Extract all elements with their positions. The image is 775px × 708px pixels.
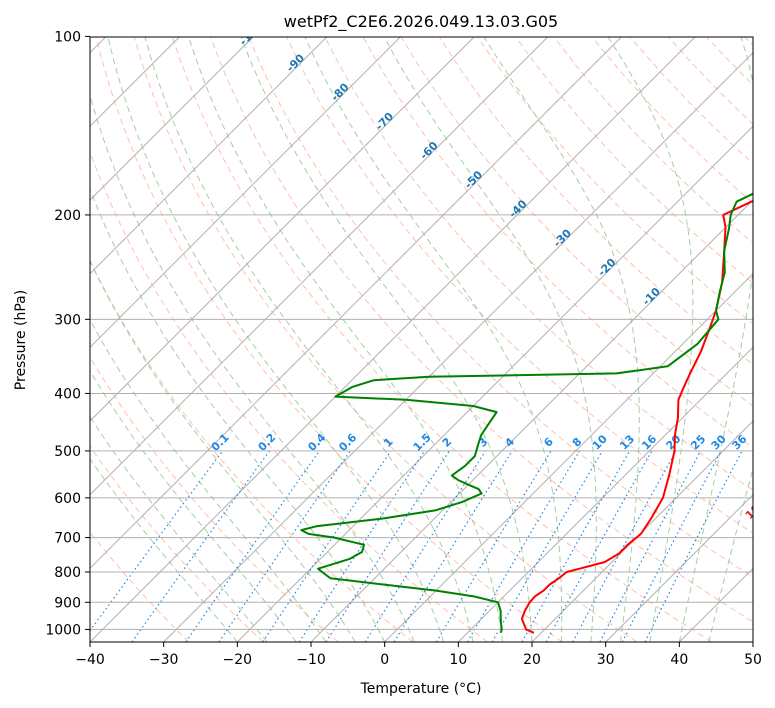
moist-adiabat bbox=[678, 37, 753, 642]
moist-adiabat bbox=[90, 318, 327, 642]
x-tick-label: −20 bbox=[223, 652, 253, 668]
dry-adiabat bbox=[90, 445, 264, 642]
mixing-ratio-line bbox=[572, 450, 677, 642]
moist-adiabat bbox=[107, 37, 445, 642]
y-tick-label: 200 bbox=[54, 208, 81, 224]
y-tick-label: 1000 bbox=[45, 622, 81, 638]
adiabat-label: 0 bbox=[750, 456, 765, 471]
x-axis-ticks: −40 −30 −20 −10 0 10 20 30 40 50 bbox=[75, 642, 762, 668]
x-tick-label: −40 bbox=[75, 652, 105, 668]
isotherm-line bbox=[163, 51, 753, 642]
moist-adiabat bbox=[240, 37, 533, 642]
dry-adiabat bbox=[248, 37, 753, 578]
pressure-gridlines bbox=[90, 214, 753, 630]
mixing-ratio-line bbox=[466, 450, 581, 642]
y-tick-label: 100 bbox=[54, 29, 81, 45]
dry-adiabat bbox=[171, 37, 712, 642]
mixing-ratio-line bbox=[185, 450, 320, 642]
mixing-ratio-line bbox=[262, 450, 392, 642]
moist-adiabat bbox=[90, 188, 386, 642]
moist-adiabat bbox=[483, 37, 640, 642]
x-axis-label: Temperature (°C) bbox=[360, 681, 482, 697]
x-tick-label: 40 bbox=[670, 652, 688, 668]
mixing-ratio-line bbox=[599, 450, 702, 642]
y-axis-ticks: 1000 900 800 700 600 500 400 300 200 100 bbox=[45, 29, 90, 638]
x-tick-label: 30 bbox=[597, 652, 615, 668]
y-tick-label: 500 bbox=[54, 444, 81, 460]
isotherm-line bbox=[457, 346, 753, 642]
mixing-ratio-line bbox=[218, 450, 351, 642]
moist-adiabat bbox=[708, 466, 753, 642]
x-tick-label: −10 bbox=[296, 652, 326, 668]
moist-adiabat bbox=[144, 37, 474, 642]
isotherm-line bbox=[384, 272, 753, 642]
moist-adiabat bbox=[90, 457, 238, 642]
dry-adiabat bbox=[477, 37, 753, 325]
isotherm-line bbox=[236, 125, 753, 642]
moist-adiabat bbox=[607, 37, 694, 642]
mixing-ratio-line bbox=[435, 450, 552, 642]
chart-title: wetPf2_C2E6.2026.049.13.03.G05 bbox=[284, 12, 558, 32]
isotherm-line bbox=[90, 37, 549, 496]
plot-frame bbox=[89, 36, 754, 643]
y-tick-label: 400 bbox=[54, 386, 81, 402]
x-tick-label: 50 bbox=[744, 652, 762, 668]
y-tick-label: 700 bbox=[54, 531, 81, 547]
mixing-ratio-line bbox=[393, 450, 513, 642]
x-tick-label: 20 bbox=[523, 652, 541, 668]
x-tick-label: 0 bbox=[380, 652, 389, 668]
moist-adiabat bbox=[188, 37, 503, 642]
y-tick-label: 800 bbox=[54, 565, 81, 581]
moist-adiabat bbox=[383, 37, 597, 642]
dry-adiabat bbox=[209, 37, 753, 623]
moist-adiabat bbox=[304, 37, 563, 642]
dry-adiabat bbox=[286, 37, 753, 534]
isotherm-line bbox=[90, 37, 696, 642]
isotherm-line bbox=[90, 37, 254, 201]
mixing-ratio-line bbox=[298, 450, 426, 642]
sounding-profiles bbox=[300, 192, 753, 634]
moist-adiabat bbox=[90, 415, 268, 642]
dry-adiabat bbox=[133, 37, 638, 642]
mixing-ratio-line bbox=[364, 450, 487, 642]
isotherm-label: -100 bbox=[237, 19, 266, 48]
isotherm-line bbox=[90, 37, 475, 422]
moist-adiabat bbox=[90, 369, 297, 642]
temperature-profile bbox=[520, 200, 753, 634]
isotherm-line bbox=[310, 199, 753, 642]
dry-adiabat bbox=[515, 37, 753, 284]
isotherm-line bbox=[90, 37, 328, 275]
y-axis-label: Pressure (hPa) bbox=[13, 290, 29, 390]
isotherm-line bbox=[90, 37, 623, 570]
x-tick-label: −30 bbox=[149, 652, 179, 668]
dry-adiabat bbox=[95, 37, 563, 642]
y-tick-label: 600 bbox=[54, 491, 81, 507]
y-tick-label: 900 bbox=[54, 595, 81, 611]
moist-adiabat bbox=[90, 259, 356, 642]
mixing-ratio-line bbox=[325, 450, 450, 642]
isotherm-line bbox=[605, 493, 753, 642]
isotherm-line bbox=[90, 37, 402, 349]
dewpoint-profile bbox=[300, 192, 753, 634]
adiabat-label: 10 bbox=[743, 502, 763, 522]
x-tick-label: 10 bbox=[449, 652, 467, 668]
y-tick-label: 300 bbox=[54, 312, 81, 328]
